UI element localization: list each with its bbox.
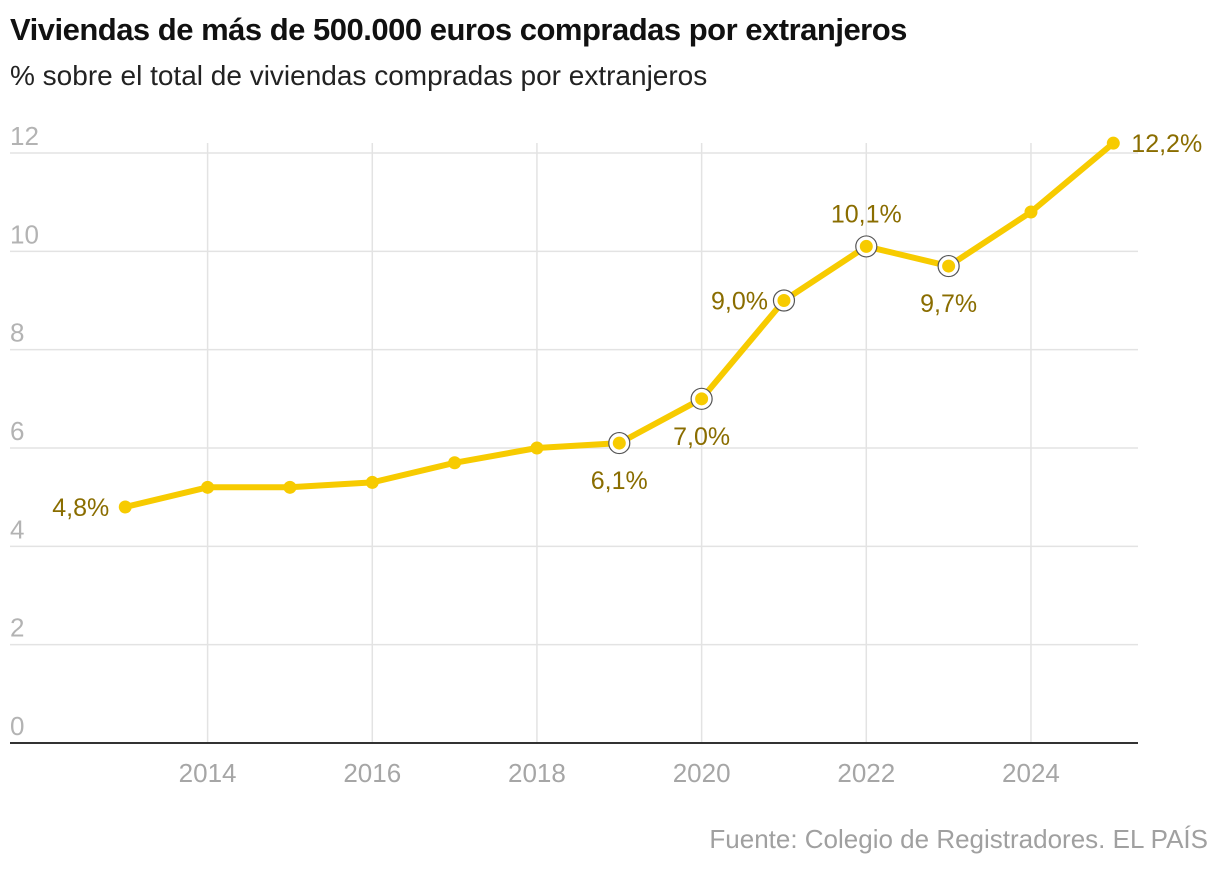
chart-subtitle: % sobre el total de viviendas compradas … — [10, 60, 708, 91]
x-tick-label: 2020 — [673, 758, 731, 788]
y-tick-label: 4 — [10, 514, 24, 544]
data-point — [365, 475, 379, 489]
data-point — [1024, 205, 1038, 219]
data-label: 10,1% — [831, 200, 902, 228]
x-tick-label: 2022 — [837, 758, 895, 788]
chart-title: Viviendas de más de 500.000 euros compra… — [10, 12, 907, 47]
data-point — [448, 456, 462, 470]
data-point — [530, 441, 544, 455]
x-tick-label: 2014 — [179, 758, 237, 788]
y-tick-label: 6 — [10, 416, 24, 446]
source-note: Fuente: Colegio de Registradores. EL PAÍ… — [709, 824, 1208, 854]
x-tick-label: 2018 — [508, 758, 566, 788]
data-label: 12,2% — [1131, 130, 1202, 158]
x-tick-label: 2024 — [1002, 758, 1060, 788]
data-point — [283, 480, 297, 494]
data-label: 7,0% — [673, 423, 730, 451]
data-point — [859, 239, 873, 253]
y-tick-label: 10 — [10, 219, 39, 249]
y-tick-label: 0 — [10, 711, 24, 741]
data-label: 9,0% — [711, 288, 768, 316]
x-tick-label: 2016 — [343, 758, 401, 788]
data-label: 6,1% — [591, 467, 648, 495]
data-point — [118, 500, 132, 514]
data-point — [777, 294, 791, 307]
data-point — [1106, 136, 1120, 150]
data-point — [942, 259, 956, 273]
y-tick-label: 8 — [10, 318, 24, 348]
data-point — [695, 392, 709, 406]
data-point — [612, 436, 626, 450]
data-label: 9,7% — [920, 290, 977, 318]
data-point — [201, 480, 215, 494]
y-tick-label: 12 — [10, 121, 39, 151]
data-label: 4,8% — [52, 494, 109, 522]
y-tick-label: 2 — [10, 613, 24, 643]
